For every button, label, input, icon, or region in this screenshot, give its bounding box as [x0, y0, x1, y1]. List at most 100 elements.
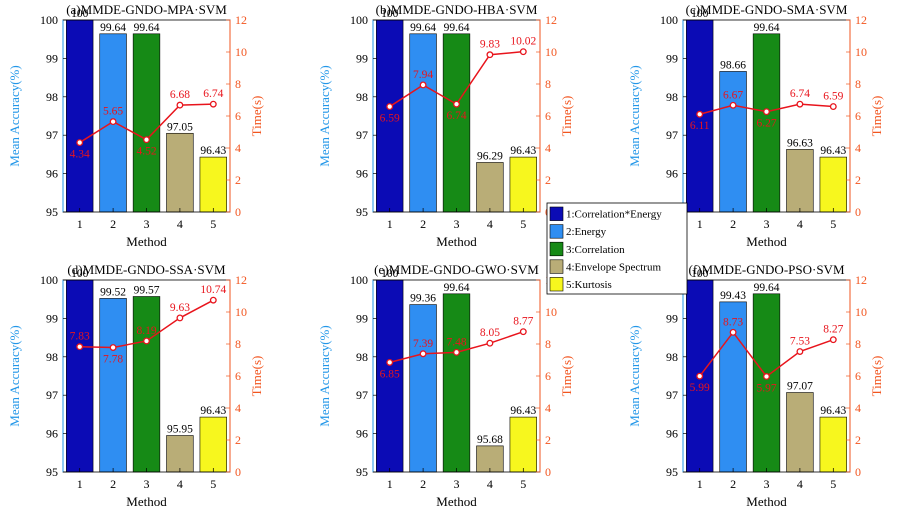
x-tick-label: 3 [144, 477, 150, 491]
left-tick-label: 98 [46, 90, 58, 104]
left-tick-label: 100 [660, 13, 678, 27]
accuracy-value-label: 100 [71, 268, 89, 280]
legend-label-5: 5:Kurtosis [566, 279, 612, 291]
y2-axis-label: Time(s) [559, 356, 574, 397]
time-point-method-4 [176, 314, 184, 322]
x-tick-label: 3 [764, 217, 770, 231]
left-tick-label: 96 [46, 427, 58, 441]
accuracy-value-label: 99.64 [100, 22, 126, 34]
time-value-label: 4.52 [136, 146, 156, 158]
time-value-label: 6.68 [170, 89, 190, 101]
time-point-method-5 [209, 296, 217, 304]
left-tick-label: 99 [46, 51, 58, 65]
right-tick-label: 0 [545, 465, 551, 479]
subplot-title: (f)MMDE-GNDO-PSO·SVM [689, 262, 845, 277]
subplot-title: (c)MMDE-GNDO-SMA·SVM [686, 2, 848, 17]
right-tick-label: 0 [855, 465, 861, 479]
right-tick-label: 4 [545, 141, 551, 155]
y-axis-label: Mean Accuracy(%) [317, 65, 332, 166]
left-tick-label: 99 [666, 51, 678, 65]
left-tick-label: 96 [666, 167, 678, 181]
left-tick-label: 97 [46, 388, 58, 402]
left-tick-label: 97 [356, 388, 368, 402]
legend-swatch-2 [549, 224, 564, 239]
right-tick-label: 12 [545, 13, 557, 27]
time-point-method-2 [729, 101, 737, 109]
bar-method-2 [409, 304, 437, 473]
time-value-label: 8.73 [723, 316, 743, 328]
time-point-method-2 [419, 350, 427, 358]
right-tick-label: 6 [545, 369, 551, 383]
time-value-label: 6.74 [446, 110, 466, 122]
accuracy-value-label: 100 [381, 268, 399, 280]
accuracy-value-label: 99.57 [134, 285, 160, 297]
x-axis-label: Method [746, 234, 787, 249]
time-point-method-3 [763, 108, 770, 116]
x-tick-label: 4 [177, 477, 183, 491]
right-tick-label: 2 [855, 173, 861, 187]
right-tick-label: 0 [235, 465, 241, 479]
right-tick-label: 8 [235, 337, 241, 351]
x-tick-label: 5 [520, 477, 526, 491]
time-point-method-1 [696, 372, 704, 380]
right-tick-label: 12 [235, 273, 247, 287]
bar-method-1 [376, 279, 404, 473]
accuracy-value-label: 99.36 [410, 293, 436, 305]
x-tick-label: 1 [387, 217, 393, 231]
right-tick-label: 12 [855, 273, 867, 287]
accuracy-value-label: 99.64 [754, 282, 780, 294]
left-tick-label: 98 [356, 90, 368, 104]
time-point-method-5 [829, 103, 837, 111]
x-tick-label: 5 [210, 477, 216, 491]
legend: 1:Correlation*Energy 2:Energy 3:Correlatio… [546, 202, 688, 295]
accuracy-value-label: 96.43 [200, 405, 226, 417]
left-tick-label: 98 [666, 350, 678, 364]
right-tick-label: 8 [235, 77, 241, 91]
time-value-label: 7.94 [413, 69, 433, 81]
time-point-method-4 [486, 339, 494, 347]
x-tick-label: 2 [110, 217, 116, 231]
bar-method-2 [409, 33, 437, 213]
time-value-label: 5.99 [690, 382, 710, 394]
time-point-method-1 [696, 110, 704, 118]
time-point-method-1 [386, 103, 394, 111]
left-tick-label: 97 [356, 128, 368, 142]
left-tick-label: 100 [40, 273, 58, 287]
bar-method-5 [199, 416, 227, 473]
x-axis-label: Method [436, 234, 477, 249]
x-tick-label: 5 [210, 217, 216, 231]
accuracy-value-label: 100 [71, 8, 89, 20]
left-tick-label: 100 [40, 13, 58, 27]
bar-method-5 [199, 156, 227, 213]
x-tick-label: 2 [420, 217, 426, 231]
left-tick-label: 99 [356, 51, 368, 65]
legend-label-1: 1:Correlation*Energy [566, 209, 662, 221]
accuracy-value-label: 96.29 [477, 150, 503, 162]
right-tick-label: 8 [855, 337, 861, 351]
bar-method-4 [476, 445, 504, 473]
time-value-label: 6.67 [723, 89, 743, 101]
x-tick-label: 1 [697, 217, 703, 231]
bar-method-1 [66, 19, 94, 213]
x-tick-label: 1 [77, 217, 83, 231]
right-tick-label: 8 [545, 337, 551, 351]
time-value-label: 5.97 [756, 382, 776, 394]
left-tick-label: 100 [350, 13, 368, 27]
left-tick-label: 96 [666, 427, 678, 441]
time-value-label: 6.74 [790, 88, 810, 100]
x-axis-label: Method [746, 494, 787, 508]
right-tick-label: 6 [855, 369, 861, 383]
left-tick-label: 95 [666, 465, 678, 479]
time-value-label: 5.65 [103, 106, 123, 118]
left-tick-label: 98 [46, 350, 58, 364]
bar-method-2 [99, 298, 127, 473]
y2-axis-label: Time(s) [869, 96, 884, 137]
left-tick-label: 95 [46, 465, 58, 479]
time-point-method-2 [729, 328, 737, 336]
subplot-title: (d)MMDE-GNDO-SSA·SVM [67, 262, 226, 277]
right-tick-label: 10 [235, 305, 247, 319]
time-point-method-1 [386, 358, 394, 366]
